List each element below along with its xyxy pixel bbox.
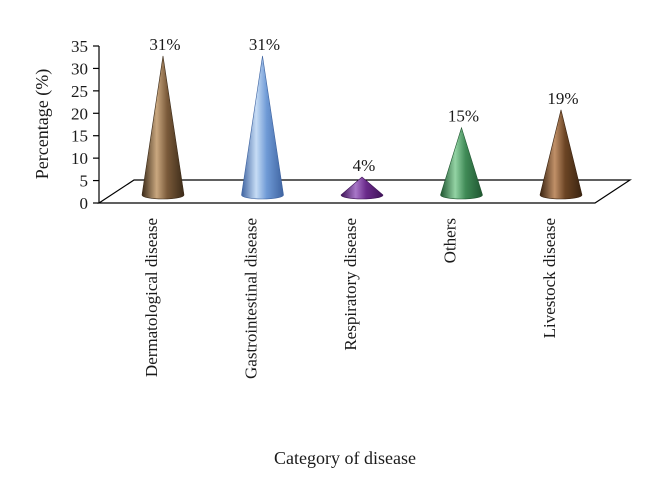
data-label: 4% [353,156,376,175]
y-tick-label: 30 [71,59,88,78]
y-tick-label: 35 [71,37,88,56]
cones-group [141,55,583,200]
data-label: 31% [249,35,280,54]
x-axis-title: Category of disease [274,448,416,468]
y-tick-label: 0 [80,194,89,213]
category-label: Respiratory disease [341,218,360,351]
y-tick-label: 20 [71,104,88,123]
y-axis-title: Percentage (%) [32,69,53,179]
category-label: Livestock disease [540,218,559,338]
category-label: Others [441,218,460,263]
y-tick-label: 15 [71,127,88,146]
cone-bar [241,55,284,200]
data-labels-group: 31% 31% 4% 15% 19% [149,35,578,175]
cone-bar [539,109,583,200]
y-tick-label: 10 [71,149,88,168]
y-tick-label: 25 [71,82,88,101]
cone-bar [141,55,185,200]
category-label: Dermatological disease [142,218,161,377]
y-tick-label: 5 [80,172,89,191]
y-axis-ticks: 0 5 10 15 20 25 30 35 [71,37,99,213]
category-labels-group: Dermatological disease Gastrointestinal d… [142,218,559,379]
cone-bar [340,176,384,200]
category-label: Gastrointestinal disease [242,218,261,379]
data-label: 15% [448,107,479,126]
cone-bar [440,126,483,200]
data-label: 19% [547,89,578,108]
data-label: 31% [149,35,180,54]
